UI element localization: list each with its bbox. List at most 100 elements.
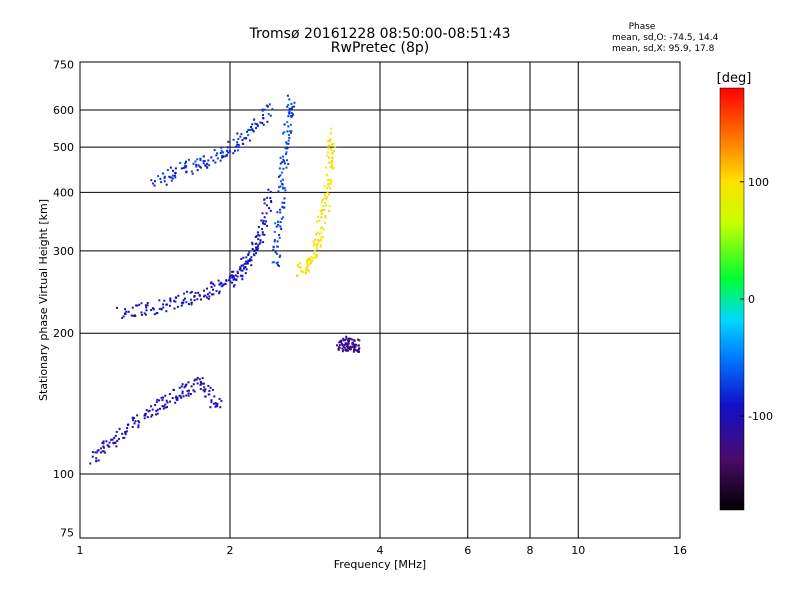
data-point <box>309 258 312 261</box>
data-point <box>102 450 105 453</box>
data-point <box>181 390 184 393</box>
data-point <box>219 159 222 162</box>
data-point <box>289 130 292 133</box>
data-point <box>143 417 146 420</box>
data-point <box>312 244 315 247</box>
data-point <box>165 310 168 313</box>
data-point <box>166 401 169 404</box>
data-point <box>349 348 352 351</box>
data-point <box>268 103 271 106</box>
data-point <box>170 179 173 182</box>
data-point <box>318 240 321 243</box>
data-point <box>187 381 190 384</box>
data-point <box>145 309 148 312</box>
data-point <box>258 234 261 237</box>
data-point <box>277 190 280 193</box>
data-point <box>103 446 105 449</box>
data-point <box>151 408 154 411</box>
data-point <box>182 299 185 302</box>
data-point <box>352 344 355 347</box>
data-point <box>330 132 332 135</box>
data-point <box>174 401 177 404</box>
data-point <box>324 214 327 217</box>
data-point <box>290 116 293 119</box>
data-point <box>188 389 190 392</box>
data-point <box>124 432 127 435</box>
data-point <box>296 275 299 277</box>
y-tick-label: 400 <box>53 186 74 199</box>
data-point <box>182 395 185 398</box>
data-point <box>284 147 287 149</box>
data-point <box>206 296 208 299</box>
data-point <box>106 444 109 447</box>
data-point <box>225 154 228 157</box>
data-point <box>154 180 156 183</box>
data-point <box>329 182 332 185</box>
data-point <box>131 425 134 428</box>
data-point <box>205 165 208 168</box>
data-point <box>324 204 327 207</box>
data-point <box>279 185 282 188</box>
data-point <box>199 165 202 168</box>
data-point <box>290 114 293 117</box>
data-point <box>276 261 279 264</box>
data-point <box>255 235 258 238</box>
data-point <box>247 259 250 262</box>
data-point <box>124 431 127 433</box>
data-point <box>179 161 182 164</box>
data-point <box>230 274 233 277</box>
data-point <box>325 154 328 157</box>
data-point <box>261 212 264 215</box>
data-point <box>334 145 337 148</box>
data-point <box>286 130 289 133</box>
data-point <box>216 402 219 405</box>
data-point <box>286 121 289 124</box>
data-point <box>233 284 236 286</box>
data-point <box>329 187 332 190</box>
data-point <box>243 137 246 140</box>
y-tick-label: 500 <box>53 141 74 154</box>
data-point <box>343 346 346 349</box>
data-point <box>250 256 253 259</box>
data-point <box>349 337 352 340</box>
data-point <box>263 216 266 219</box>
data-point <box>267 113 270 116</box>
data-point <box>126 427 129 429</box>
data-point <box>312 253 315 256</box>
data-point <box>206 162 209 165</box>
data-point <box>263 108 266 111</box>
data-point <box>133 422 136 425</box>
data-point <box>342 337 345 340</box>
data-point <box>331 160 334 163</box>
data-point <box>320 238 323 241</box>
data-point <box>189 291 192 294</box>
data-point <box>347 340 350 343</box>
data-point <box>287 142 290 145</box>
data-point <box>277 220 280 223</box>
data-point <box>257 226 260 228</box>
y-axis-label: Stationary phase Virtual Height [km] <box>37 199 50 401</box>
data-point <box>328 204 331 207</box>
data-point <box>237 138 240 140</box>
data-point <box>248 139 251 142</box>
data-point <box>345 337 348 340</box>
data-point <box>316 245 319 248</box>
data-point <box>137 426 140 429</box>
data-point <box>284 162 286 165</box>
data-point <box>116 439 119 442</box>
data-point <box>185 383 188 386</box>
data-point <box>186 390 189 393</box>
data-point <box>282 155 284 158</box>
data-point <box>346 346 349 349</box>
data-point <box>255 127 257 130</box>
data-point <box>216 152 219 155</box>
data-point <box>243 267 245 270</box>
data-point <box>292 113 295 116</box>
data-point <box>100 447 103 450</box>
data-point <box>320 212 323 215</box>
data-point <box>166 169 169 171</box>
data-point <box>206 287 208 290</box>
data-point <box>326 187 328 190</box>
data-point <box>193 295 196 298</box>
data-point <box>182 167 185 169</box>
